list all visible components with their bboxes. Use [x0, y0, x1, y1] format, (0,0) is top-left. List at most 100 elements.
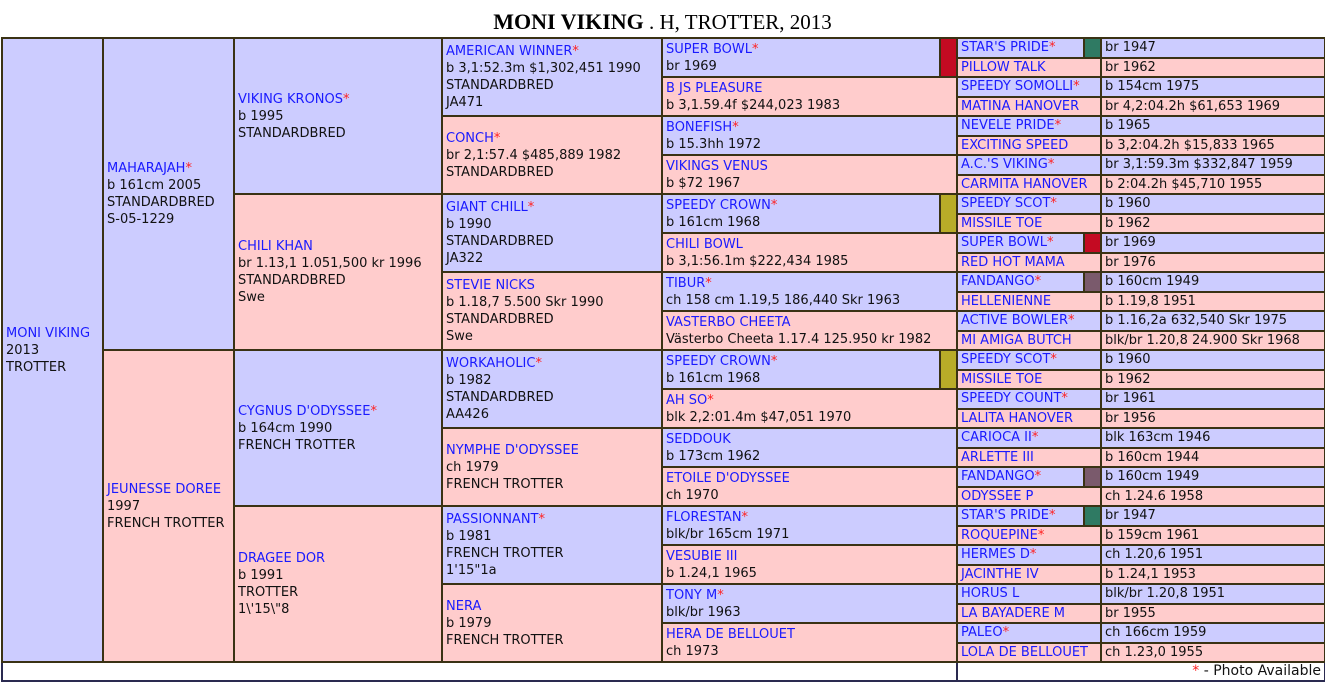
horse-name-link[interactable]: AH SO — [666, 392, 708, 408]
horse-name-link[interactable]: B JS PLEASURE — [666, 80, 763, 96]
horse-name-link[interactable]: SPEEDY SCOT — [961, 352, 1051, 368]
horse-name-link[interactable]: RED HOT MAMA — [961, 254, 1065, 270]
horse-name-link[interactable]: TONY M — [666, 587, 718, 603]
horse-name-link[interactable]: VIKING KRONOS — [238, 91, 344, 107]
photo-star-icon[interactable]: * — [1037, 527, 1045, 543]
photo-star-icon[interactable]: * — [732, 119, 739, 135]
horse-name-link[interactable]: FLORESTAN — [666, 509, 742, 525]
horse-name-link[interactable]: STAR'S PRIDE — [961, 40, 1049, 56]
photo-star-icon[interactable]: * — [343, 91, 350, 107]
horse-name-link[interactable]: STEVIE NICKS — [446, 278, 535, 293]
photo-star-icon[interactable]: * — [1002, 625, 1010, 641]
photo-star-icon[interactable]: * — [527, 200, 535, 215]
horse-name-link[interactable]: JEUNESSE DOREE — [107, 481, 222, 497]
horse-name-link[interactable]: PILLOW TALK — [961, 59, 1046, 75]
photo-star-icon[interactable]: * — [1029, 547, 1037, 563]
photo-star-icon[interactable]: * — [493, 130, 501, 146]
photo-star-icon[interactable]: * — [741, 509, 749, 525]
horse-name-link[interactable]: SUPER BOWL — [961, 235, 1048, 251]
horse-name-link[interactable]: DRAGEE DOR — [238, 551, 326, 566]
photo-star-icon[interactable]: * — [185, 161, 192, 176]
horse-name-link[interactable]: SPEEDY CROWN — [666, 197, 771, 213]
horse-name-link[interactable]: CARMITA HANOVER — [961, 176, 1088, 192]
horse-name-link[interactable]: SEDDOUK — [666, 431, 731, 447]
horse-name-link[interactable]: VIKINGS VENUS — [666, 158, 768, 174]
horse-name-link[interactable]: HORUS L — [961, 586, 1020, 602]
horse-name-link[interactable]: JACINTHE IV — [961, 566, 1039, 582]
horse-name-link[interactable]: FANDANGO — [961, 274, 1035, 290]
photo-star-icon[interactable]: * — [1034, 274, 1042, 290]
horse-name-link[interactable]: ROQUEPINE — [961, 527, 1038, 543]
photo-star-icon[interactable]: * — [538, 512, 545, 527]
horse-name-link[interactable]: HERA DE BELLOUET — [666, 626, 795, 642]
photo-star-icon[interactable]: * — [535, 356, 542, 371]
photo-star-icon[interactable]: * — [370, 403, 377, 419]
photo-star-icon[interactable]: * — [770, 353, 778, 369]
horse-name-link[interactable]: ETOILE D'ODYSSEE — [666, 470, 790, 486]
horse-name-link[interactable]: PALEO — [961, 625, 1003, 641]
horse-name-link[interactable]: MATINA HANOVER — [961, 98, 1080, 114]
horse-name-link[interactable]: TIBUR — [666, 275, 706, 291]
horse-name-link[interactable]: ACTIVE BOWLER — [961, 313, 1069, 329]
horse-name-link[interactable]: GIANT CHILL — [446, 200, 528, 215]
photo-star-icon[interactable]: * — [1034, 469, 1042, 485]
horse-name-link[interactable]: LOLA DE BELLOUET — [961, 644, 1088, 660]
horse-name-link[interactable]: AMERICAN WINNER — [446, 44, 573, 59]
horse-detail: STANDARDBRED — [107, 195, 215, 210]
horse-name-link[interactable]: CYGNUS D'ODYSSEE — [238, 403, 371, 419]
horse-name-link[interactable]: A.C.'S VIKING — [961, 157, 1048, 173]
horse-name-link[interactable]: LA BAYADERE M — [961, 605, 1066, 621]
horse-name-link[interactable]: CHILI KHAN — [238, 239, 313, 254]
photo-star-icon[interactable]: * — [1047, 235, 1054, 251]
photo-star-icon[interactable]: * — [1054, 118, 1062, 134]
horse-name-link[interactable]: LALITA HANOVER — [961, 410, 1074, 426]
horse-name-link[interactable]: MI AMIGA BUTCH — [961, 332, 1072, 348]
horse-name-link[interactable]: VASTERBO CHEETA — [666, 314, 791, 330]
photo-star-icon[interactable]: * — [717, 587, 724, 603]
horse-name-link[interactable]: SPEEDY SOMOLLI — [961, 79, 1074, 95]
horse-name-link[interactable]: VESUBIE III — [666, 548, 738, 564]
horse-cell-gen2: MAHARAJAH* b 161cm 2005 STANDARDBRED S-05-1… — [102, 37, 235, 351]
horse-name-link[interactable]: SPEEDY CROWN — [666, 353, 771, 369]
horse-cell-gen4: NERA b 1979 FRENCH TROTTER — [441, 583, 663, 663]
horse-name-link[interactable]: NYMPHE D'ODYSSEE — [446, 442, 579, 458]
horse-name-link[interactable]: SPEEDY SCOT — [961, 196, 1051, 212]
horse-name-link[interactable]: CARIOCA II — [961, 430, 1032, 446]
horse-name-link[interactable]: CHILI BOWL — [666, 236, 743, 252]
horse-name-link[interactable]: ODYSSEE P — [961, 488, 1034, 504]
photo-star-icon[interactable]: * — [707, 392, 714, 408]
horse-name-link[interactable]: SUPER BOWL — [666, 41, 753, 57]
horse-name-link[interactable]: EXCITING SPEED — [961, 137, 1069, 153]
horse-name-link[interactable]: WORKAHOLIC — [446, 356, 536, 371]
horse-name-link[interactable]: PASSIONNANT — [446, 512, 539, 527]
horse-name-link[interactable]: SPEEDY COUNT — [961, 391, 1062, 407]
horse-name-link[interactable]: NERA — [446, 598, 482, 614]
photo-star-icon[interactable]: * — [1061, 391, 1068, 407]
horse-name-link[interactable]: BONEFISH — [666, 119, 733, 135]
photo-star-icon[interactable]: * — [1049, 40, 1056, 56]
horse-name-link[interactable]: MONI VIKING — [6, 325, 91, 341]
photo-star-icon[interactable]: * — [1047, 157, 1055, 173]
horse-cell-gen5: TONY M* blk/br 1963 — [661, 583, 958, 624]
photo-star-icon[interactable]: * — [752, 41, 759, 57]
photo-star-icon[interactable]: * — [572, 44, 579, 59]
horse-name: MONI VIKING — [493, 9, 644, 34]
photo-star-icon[interactable]: * — [770, 197, 778, 213]
photo-star-icon[interactable]: * — [1073, 79, 1080, 95]
photo-star-icon[interactable]: * — [1068, 313, 1075, 329]
horse-name-link[interactable]: NEVELE PRIDE — [961, 118, 1055, 134]
photo-star-icon[interactable]: * — [705, 275, 712, 291]
horse-name-link[interactable]: HERMES D — [961, 547, 1030, 563]
photo-star-icon[interactable]: * — [1049, 508, 1056, 524]
horse-name-link[interactable]: FANDANGO — [961, 469, 1035, 485]
horse-name-link[interactable]: CONCH — [446, 130, 494, 146]
horse-name-link[interactable]: ARLETTE III — [961, 449, 1034, 465]
photo-star-icon[interactable]: * — [1050, 352, 1057, 368]
horse-name-link[interactable]: MISSILE TOE — [961, 215, 1043, 231]
horse-name-link[interactable]: MISSILE TOE — [961, 371, 1043, 387]
horse-name-link[interactable]: STAR'S PRIDE — [961, 508, 1049, 524]
photo-star-icon[interactable]: * — [1031, 430, 1039, 446]
photo-star-icon[interactable]: * — [1050, 196, 1057, 212]
horse-name-link[interactable]: HELLENIENNE — [961, 293, 1052, 309]
horse-name-link[interactable]: MAHARAJAH — [107, 161, 186, 176]
